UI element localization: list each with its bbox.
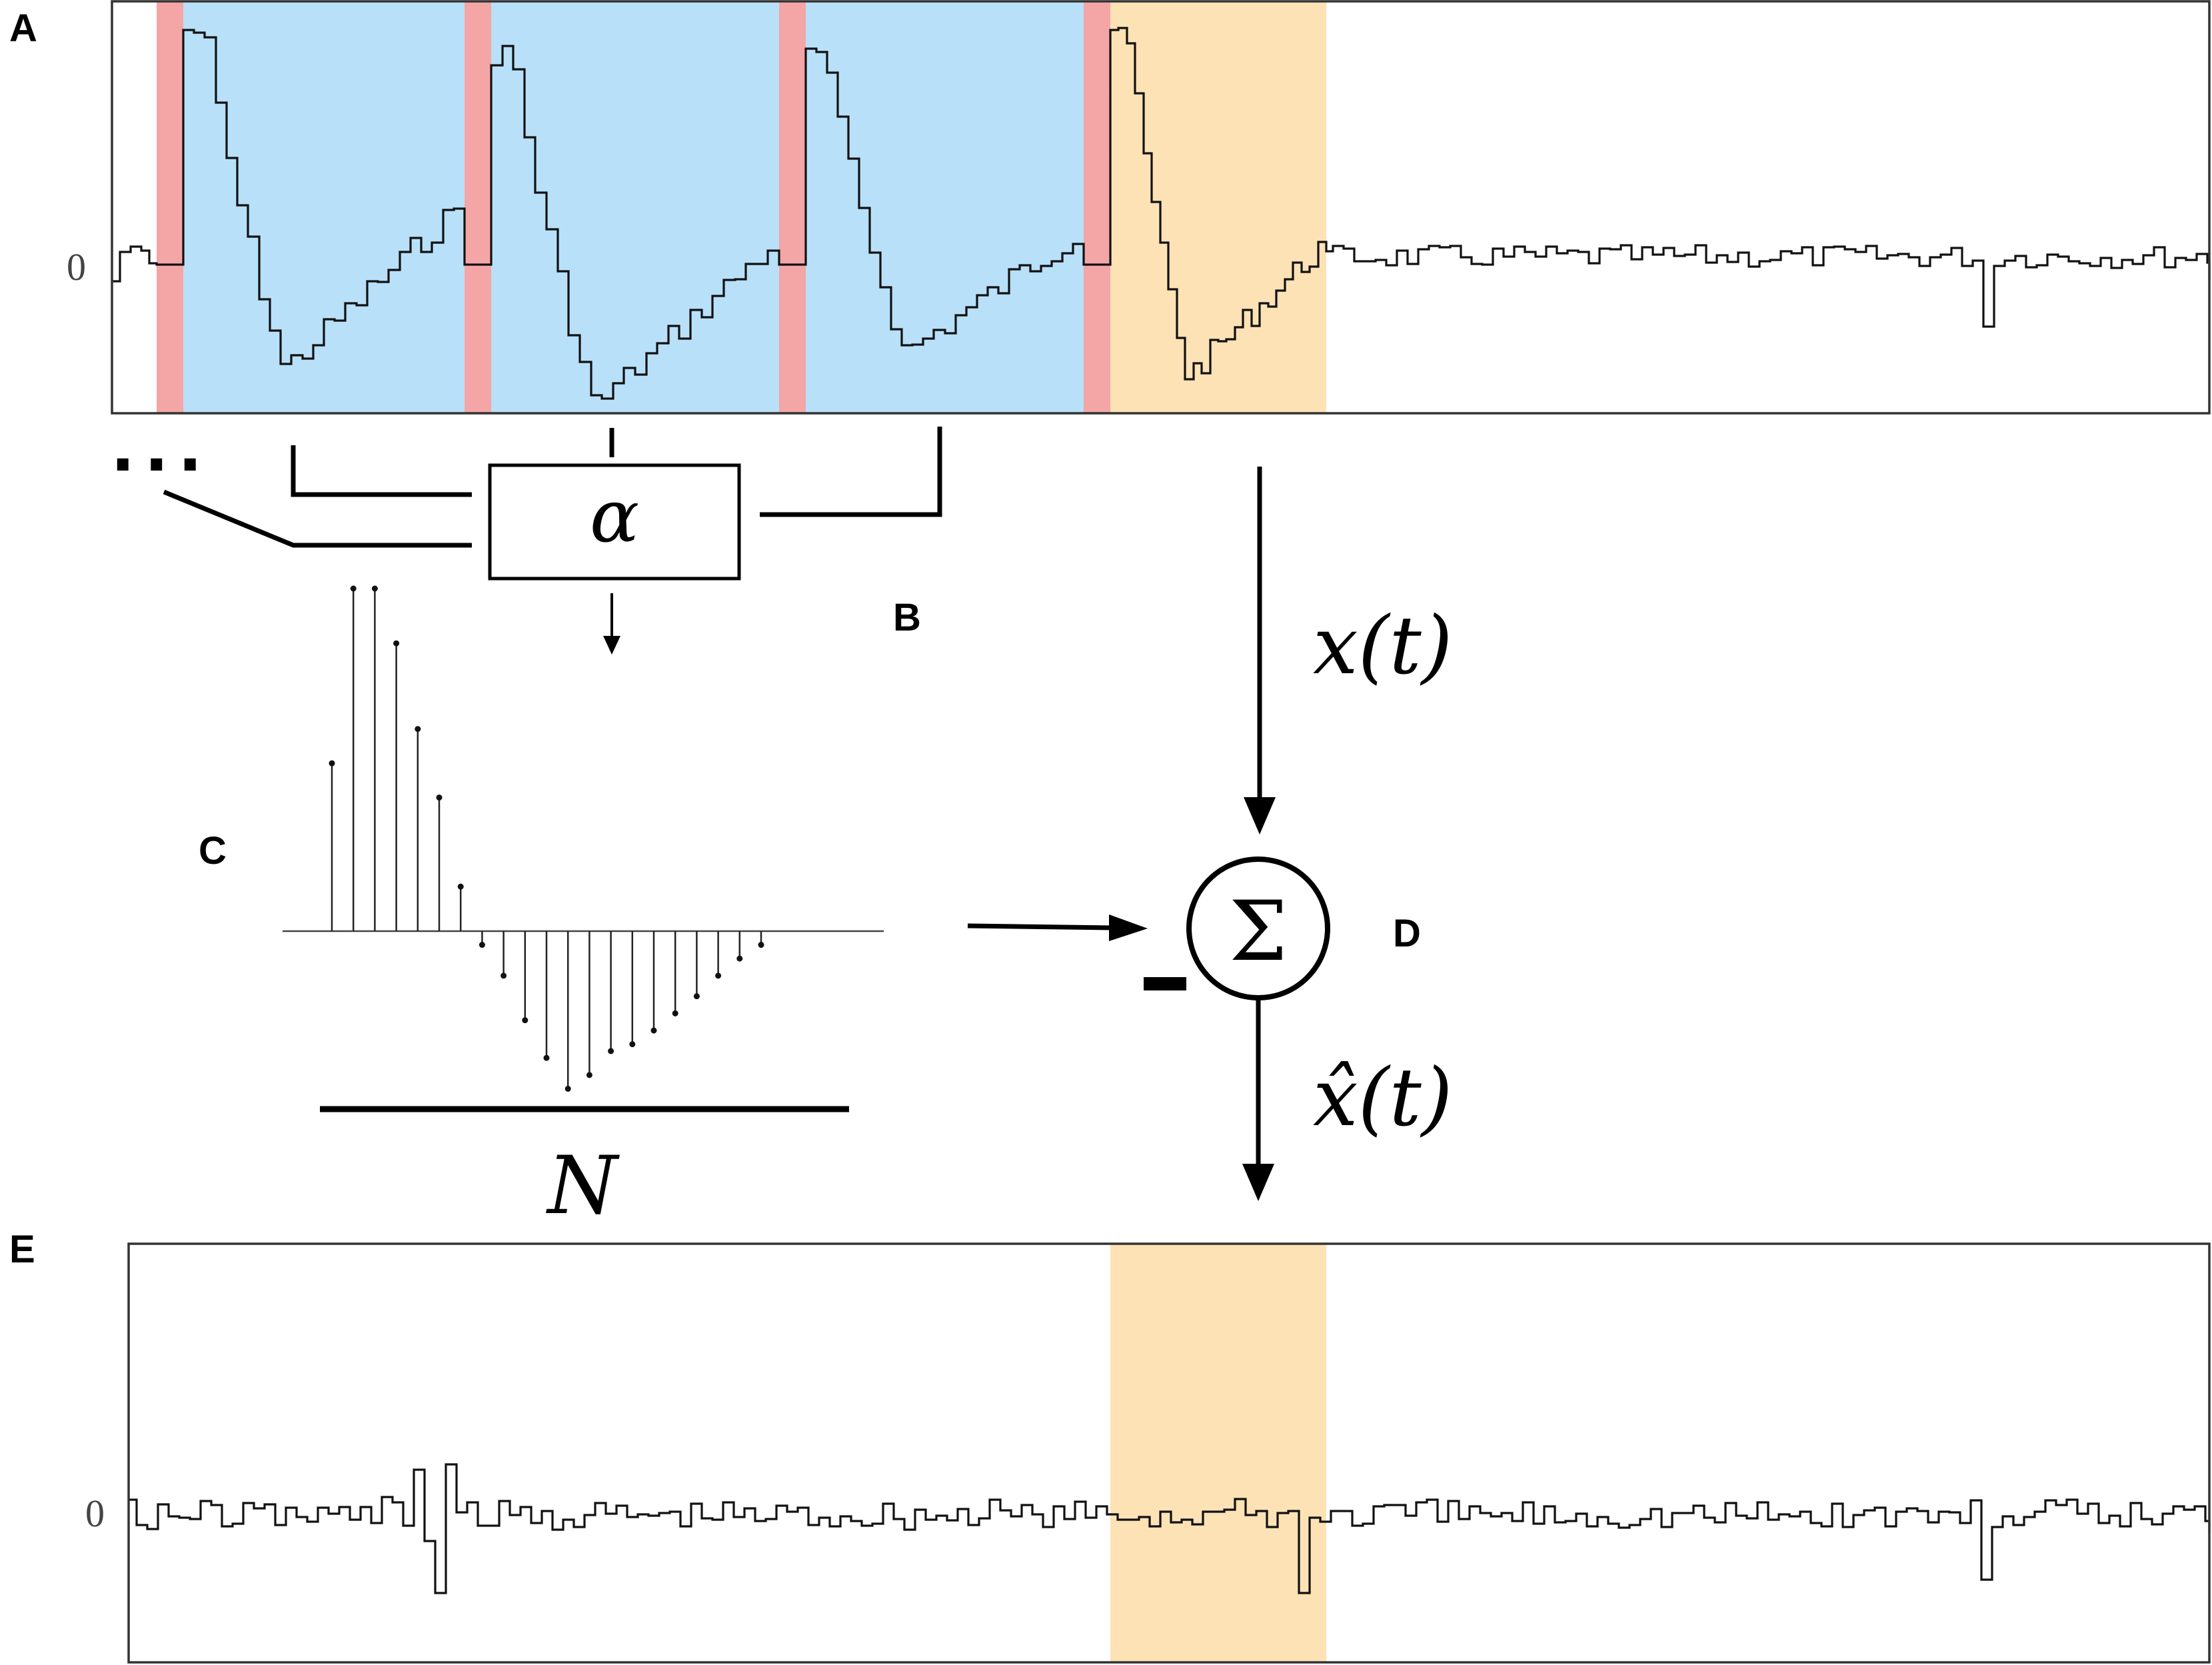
panel-label-e: E	[9, 1228, 35, 1271]
template-stem-marker	[650, 1027, 657, 1034]
template-stem-marker	[564, 1085, 571, 1092]
sigma-icon: Σ	[1229, 884, 1288, 980]
input-arrow-head	[1244, 797, 1276, 834]
panel-label-c: C	[199, 829, 227, 872]
template-stem-marker	[457, 883, 464, 890]
output-signal-label: x̂(t)	[1313, 1052, 1453, 1144]
template-arrow-shaft	[967, 923, 1114, 930]
stimulus-artifact-region-4	[1084, 1, 1110, 413]
panel-a-frame	[111, 0, 2211, 415]
template-stems	[329, 585, 764, 1092]
template-stem-marker	[693, 993, 700, 1000]
zero-label-e: 0	[85, 1492, 105, 1535]
stimulus-artifact-region-3	[779, 1, 806, 413]
panel-b-weighted-average: ... α B	[111, 411, 942, 655]
template-stem-marker	[758, 942, 764, 948]
panel-label-b: B	[893, 596, 921, 639]
template-stem-marker	[415, 726, 421, 733]
template-stem-marker	[329, 760, 335, 767]
output-arrow-head	[1242, 1164, 1274, 1201]
template-stem-marker	[715, 972, 722, 979]
template-stem-marker	[672, 1010, 678, 1016]
panel-d-subtraction: x(t) Σ x̂(t) D	[967, 467, 1453, 1201]
alpha-symbol: α	[590, 473, 639, 559]
panel-e-cleaned-signal: 0 E	[9, 1228, 2211, 1664]
arrow-to-template-head	[603, 636, 620, 655]
stimulus-artifact-region-1	[157, 1, 183, 413]
connector-earlier-windows	[163, 489, 472, 548]
current-window-region	[1110, 1, 1326, 413]
template-stem-marker	[479, 942, 485, 948]
cleaned-signal-trace	[129, 1463, 2211, 1594]
template-stem-marker	[629, 1041, 636, 1048]
connector-window-3	[760, 427, 942, 517]
raw-signal-trace	[112, 27, 2211, 400]
template-arrow-head	[1109, 914, 1148, 941]
minus-sign	[1144, 977, 1186, 990]
ellipsis-more-windows: ...	[111, 411, 211, 486]
panel-e-frame	[127, 1242, 2211, 1664]
template-stem-marker	[586, 1072, 592, 1078]
window-length-label: N	[546, 1140, 620, 1232]
alpha-weighting-box	[488, 463, 741, 581]
panel-a-raw-signal: 0 A	[9, 0, 2211, 415]
current-window-region-cleaned	[1110, 1244, 1326, 1662]
template-stem-marker	[350, 585, 357, 592]
template-stem-marker	[393, 640, 400, 647]
stimulus-artifact-region-2	[465, 1, 491, 413]
template-stem-marker	[736, 955, 743, 962]
template-stem-marker	[543, 1054, 550, 1061]
template-stem-marker	[436, 795, 443, 801]
template-window-region-3	[806, 1, 1084, 413]
connector-window-1	[291, 445, 472, 497]
template-stem-marker	[371, 585, 378, 592]
template-stem-marker	[522, 1017, 529, 1024]
template-window-region-1	[183, 1, 465, 413]
template-stem-marker	[501, 972, 507, 979]
panel-c-template: N C	[199, 585, 884, 1232]
input-signal-label: x(t)	[1313, 600, 1453, 693]
zero-label-a: 0	[67, 245, 86, 289]
panel-label-a: A	[9, 7, 37, 50]
template-stem-marker	[608, 1048, 614, 1054]
panel-label-d: D	[1393, 912, 1421, 955]
template-window-region-2	[491, 1, 779, 413]
